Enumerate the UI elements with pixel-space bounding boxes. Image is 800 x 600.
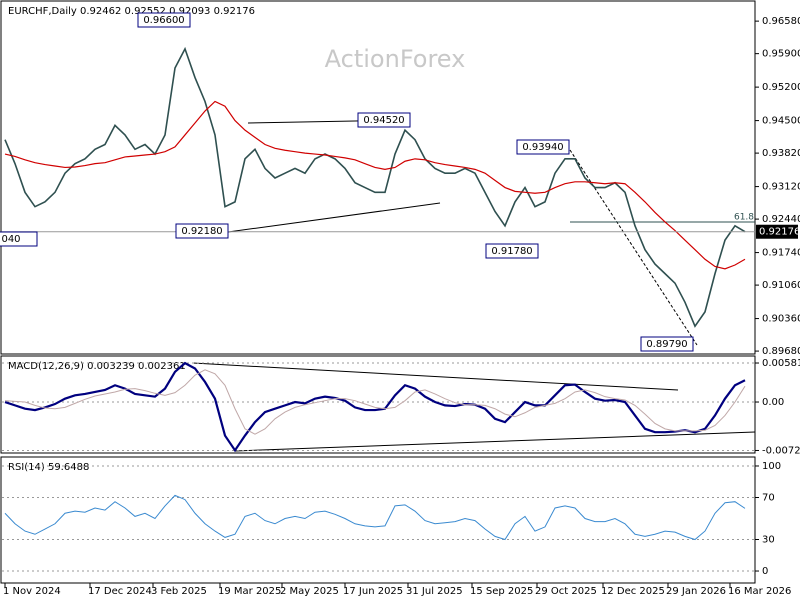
annotation-box: [516, 139, 570, 155]
x-tick-label: 31 Jul 2025: [406, 586, 463, 597]
y-tick-label: 0.93820: [762, 148, 800, 159]
y-tick-label: 0.96580: [762, 16, 800, 27]
annotation-box: [485, 243, 539, 259]
annotation: 0.94520: [363, 115, 404, 126]
last-price-tag: [756, 224, 798, 239]
trend-line: [192, 362, 679, 391]
x-tick-label: 1 Nov 2024: [3, 586, 61, 597]
y-tick-label: 0.005814: [762, 358, 800, 369]
x-tick-label: 29 Oct 2025: [535, 586, 597, 597]
annotation: 0.91780: [491, 246, 532, 257]
annotation: 61.8: [734, 213, 754, 223]
x-tick-label: 29 Jan 2026: [666, 586, 726, 597]
watermark: ActionForex: [325, 45, 466, 73]
y-tick-label: 0.91740: [762, 248, 800, 259]
y-tick-label: 0.95200: [762, 82, 800, 93]
annotation: 040: [1, 234, 20, 245]
annotation-box: [640, 336, 694, 352]
annotation: 0.96600: [143, 15, 184, 26]
trend-line: [227, 202, 441, 233]
y-tick-label: 70: [762, 492, 775, 503]
annotation-box: [0, 231, 38, 247]
y-tick-label: 0: [762, 566, 768, 577]
chart-title: EURCHF,Daily 0.92462 0.92552 0.92093 0.9…: [8, 6, 255, 17]
y-tick-label: 30: [762, 535, 775, 546]
y-tick-label: -0.007222: [762, 445, 800, 456]
series-line: [4, 46, 746, 328]
annotation: 0.89790: [646, 339, 687, 350]
series-line: [4, 100, 746, 270]
annotation-box: [175, 223, 229, 239]
annotation-box: [137, 12, 191, 28]
y-tick-label: 0.89680: [762, 346, 800, 357]
macd-panel: [0, 355, 756, 454]
x-tick-label: 12 Dec 2025: [601, 586, 665, 597]
series-line: [4, 369, 746, 435]
annotation: 0.93940: [522, 142, 563, 153]
trend-line: [234, 431, 756, 452]
x-tick-label: 16 Mar 2026: [728, 586, 791, 597]
y-tick-label: 0.93120: [762, 182, 800, 193]
chart-title: RSI(14) 59.6488: [8, 462, 89, 473]
x-tick-label: 3 Feb 2025: [151, 586, 207, 597]
x-tick-label: 2 May 2025: [280, 586, 339, 597]
y-tick-label: 0.90360: [762, 314, 800, 325]
x-tick-label: 19 Mar 2025: [218, 586, 281, 597]
chart-title: MACD(12,26,9) 0.003239 0.002361: [8, 361, 186, 372]
series-line: [4, 494, 746, 541]
x-tick-label: 17 Jun 2025: [343, 586, 403, 597]
y-tick-label: 0.00: [762, 397, 784, 408]
annotation: 0.92180: [181, 226, 222, 237]
x-tick-label: 17 Dec 2024: [88, 586, 152, 597]
price-panel: [0, 0, 756, 355]
y-tick-label: 0.94500: [762, 116, 800, 127]
y-tick-label: 0.91060: [762, 280, 800, 291]
x-tick-label: 15 Sep 2025: [470, 586, 533, 597]
y-tick-label: 0.92440: [762, 214, 800, 225]
rsi-panel: [0, 456, 756, 584]
y-tick-label: 100: [762, 461, 781, 472]
trend-line: [569, 149, 698, 346]
series-line: [4, 361, 746, 453]
annotation-box: [357, 112, 411, 128]
last-price-label: 0.92176: [759, 227, 800, 238]
y-tick-label: 0.95900: [762, 49, 800, 60]
